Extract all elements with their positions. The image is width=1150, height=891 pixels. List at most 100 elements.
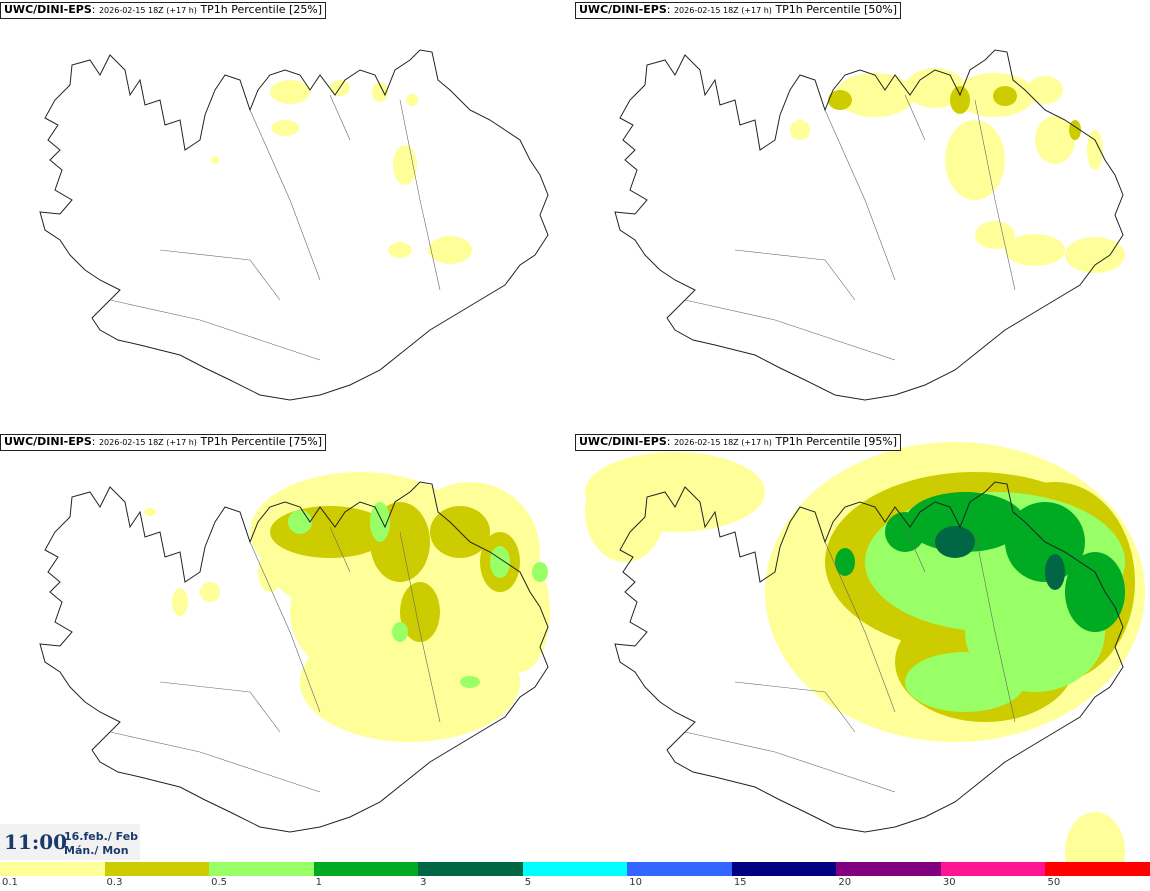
- field-name: TP1h Percentile [25%]: [200, 3, 323, 16]
- road-lines: [684, 94, 1016, 361]
- field-name: TP1h Percentile [95%]: [775, 435, 898, 448]
- road-lines: [109, 526, 441, 793]
- precip-area: [835, 73, 915, 117]
- precip-area: [905, 652, 1025, 712]
- model-name: UWC/DINI-EPS: [4, 3, 92, 16]
- legend-swatch: [940, 862, 1046, 876]
- legend-tick: 0.5: [211, 877, 227, 888]
- precip-area: [258, 552, 282, 592]
- legend-tick: 50: [1047, 877, 1061, 888]
- field-name: TP1h Percentile [75%]: [200, 435, 323, 448]
- legend-tick: 0.1: [2, 877, 18, 888]
- precip-color-legend: [0, 862, 1150, 876]
- precip-area: [428, 236, 472, 264]
- precip-area: [406, 94, 418, 106]
- road-lines: [109, 94, 441, 361]
- valid-time: 11:00: [4, 830, 68, 854]
- coastline: [614, 49, 1124, 401]
- precip-area: [1005, 234, 1065, 266]
- precip-area: [905, 492, 1025, 552]
- valid-time-box: 11:00 16.feb./ Feb Mán./ Mon: [0, 824, 140, 860]
- panel-title: UWC/DINI-EPS: 2026-02-15 18Z (+17 h) TP1…: [575, 2, 902, 19]
- precip-area: [945, 120, 1005, 200]
- precip-area: [1065, 812, 1125, 862]
- map-panel-1: UWC/DINI-EPS: 2026-02-15 18Z (+17 h) TP1…: [0, 0, 575, 430]
- legend-tick: 3: [420, 877, 427, 888]
- precip-area: [975, 221, 1015, 249]
- legend-swatch: [104, 862, 210, 876]
- precip-area: [288, 510, 312, 534]
- precip-area: [835, 548, 855, 576]
- iceland-map: [585, 442, 1145, 862]
- panel-title: UWC/DINI-EPS: 2026-02-15 18Z (+17 h) TP1…: [575, 434, 902, 451]
- legend-swatch: [1045, 862, 1150, 876]
- map-panel-2: UWC/DINI-EPS: 2026-02-15 18Z (+17 h) TP1…: [575, 0, 1150, 430]
- legend-tick: 0.3: [106, 877, 123, 888]
- precip-area: [585, 462, 665, 562]
- legend-swatch: [209, 862, 314, 876]
- precip-area: [400, 582, 440, 642]
- coastline: [39, 49, 549, 401]
- legend-swatch: [836, 862, 941, 876]
- precip-area: [1045, 554, 1065, 590]
- run-time: 2026-02-15 18Z (+17 h): [98, 6, 197, 15]
- legend-tick: 1: [315, 877, 322, 888]
- precip-area: [532, 562, 548, 582]
- precip-area: [905, 68, 965, 108]
- legend-swatch: [313, 862, 419, 876]
- legend-swatch: [627, 862, 732, 876]
- coastline: [39, 481, 549, 833]
- precip-area: [350, 552, 530, 712]
- panel-title: UWC/DINI-EPS: 2026-02-15 18Z (+17 h) TP1…: [0, 434, 327, 451]
- run-time: 2026-02-15 18Z (+17 h): [98, 438, 197, 447]
- legend-tick: 30: [942, 877, 956, 888]
- legend-swatch: [731, 862, 837, 876]
- map-panel-4: UWC/DINI-EPS: 2026-02-15 18Z (+17 h) TP1…: [575, 432, 1150, 862]
- precip-area: [1065, 237, 1125, 273]
- model-name: UWC/DINI-EPS: [4, 435, 92, 448]
- precip-area: [1035, 116, 1075, 164]
- precip-area: [200, 582, 220, 602]
- precip-area: [935, 526, 975, 558]
- iceland-map: [614, 49, 1125, 401]
- field-name: TP1h Percentile [50%]: [775, 3, 898, 16]
- precip-area: [828, 90, 852, 110]
- legend-tick-labels: 0.1 0.3 0.5 1 3 5 10 15 20 30 50: [0, 877, 1150, 891]
- precip-area: [172, 588, 188, 616]
- iceland-map: [39, 472, 550, 833]
- model-name: UWC/DINI-EPS: [579, 3, 667, 16]
- precip-area: [388, 242, 412, 258]
- valid-date-text: 16.feb./ Feb: [64, 830, 139, 843]
- precip-area: [144, 508, 156, 516]
- precip-area: [271, 120, 299, 136]
- legend-tick: 5: [524, 877, 532, 888]
- iceland-map: [39, 49, 549, 401]
- precip-area: [950, 86, 970, 114]
- legend-swatch: [522, 862, 628, 876]
- panel-title: UWC/DINI-EPS: 2026-02-15 18Z (+17 h) TP1…: [0, 2, 327, 19]
- valid-date: 16.feb./ Feb Mán./ Mon: [64, 830, 138, 858]
- precip-area: [1027, 76, 1063, 104]
- coastline: [614, 481, 1124, 833]
- precip-area: [211, 156, 219, 164]
- legend-tick: 15: [733, 877, 747, 888]
- run-time: 2026-02-15 18Z (+17 h): [673, 6, 772, 15]
- valid-day-text: Mán./ Mon: [64, 844, 129, 857]
- precip-area: [1087, 130, 1103, 170]
- legend-tick: 20: [838, 877, 852, 888]
- model-name: UWC/DINI-EPS: [579, 435, 667, 448]
- precip-area: [372, 82, 388, 102]
- precip-area: [393, 145, 417, 185]
- run-time: 2026-02-15 18Z (+17 h): [673, 438, 772, 447]
- precip-area: [1065, 552, 1125, 632]
- precip-area: [392, 622, 408, 642]
- precip-area: [885, 512, 925, 552]
- precip-area: [993, 86, 1017, 106]
- precip-area: [370, 502, 390, 542]
- precip-area: [790, 120, 810, 140]
- legend-swatch: [0, 862, 105, 876]
- precip-area: [490, 546, 510, 578]
- precip-area: [270, 80, 310, 104]
- precip-area: [460, 676, 480, 688]
- road-lines: [684, 526, 1016, 793]
